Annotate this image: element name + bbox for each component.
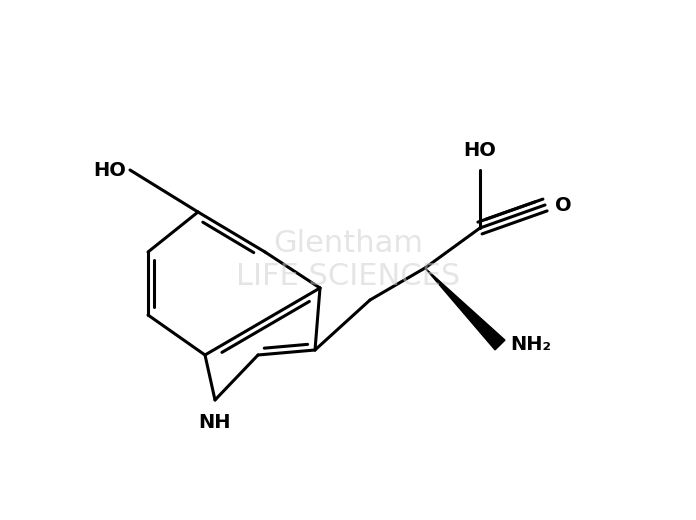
Text: NH: NH	[199, 412, 231, 432]
Text: O: O	[555, 196, 572, 215]
Text: HO: HO	[464, 140, 496, 160]
Text: Glentham
LIFE SCIENCES: Glentham LIFE SCIENCES	[236, 229, 460, 291]
Polygon shape	[425, 268, 505, 350]
Text: HO: HO	[94, 161, 127, 179]
Text: NH₂: NH₂	[510, 335, 551, 355]
